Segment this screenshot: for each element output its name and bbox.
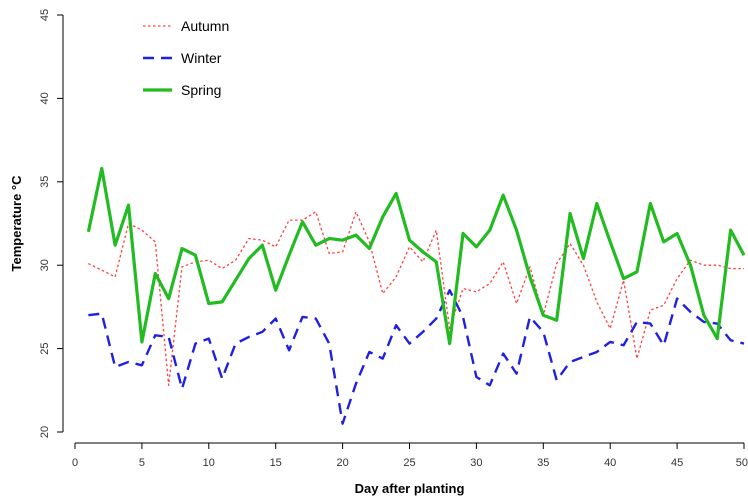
y-tick-label: 30 (39, 259, 51, 271)
x-tick-label: 20 (336, 457, 348, 469)
y-tick-label: 35 (39, 176, 51, 188)
series-line-winter (88, 289, 745, 425)
y-tick-label: 40 (39, 92, 51, 104)
y-tick-label: 25 (39, 342, 51, 354)
x-tick-label: 40 (604, 457, 616, 469)
legend: Autumn Winter Spring (143, 18, 229, 98)
legend-label: Winter (181, 50, 222, 66)
x-tick-label: 5 (139, 457, 145, 469)
legend-label: Spring (181, 82, 221, 98)
x-tick-label: 25 (403, 457, 415, 469)
y-axis: 20 25 30 35 40 45 (39, 9, 64, 438)
x-tick-label: 0 (72, 457, 78, 469)
y-tick-label: 45 (39, 9, 51, 21)
x-tick-label: 15 (270, 457, 282, 469)
series-line-autumn (88, 211, 744, 386)
y-axis-title: Temperature °C (9, 175, 24, 272)
x-tick-label: 35 (537, 457, 549, 469)
x-tick-label: 50 (736, 457, 748, 469)
legend-item-spring: Spring (143, 82, 221, 98)
x-tick-label: 10 (203, 457, 215, 469)
x-axis: 0 5 10 15 20 25 30 35 40 45 50 (72, 442, 748, 469)
x-axis-title: Day after planting (355, 481, 465, 496)
legend-item-winter: Winter (143, 50, 222, 66)
legend-item-autumn: Autumn (143, 18, 229, 34)
x-tick-label: 30 (470, 457, 482, 469)
series-lines (86, 166, 746, 425)
x-tick-label: 45 (671, 457, 683, 469)
legend-label: Autumn (181, 18, 229, 34)
y-tick-label: 20 (39, 426, 51, 438)
series-line-spring (86, 166, 746, 346)
